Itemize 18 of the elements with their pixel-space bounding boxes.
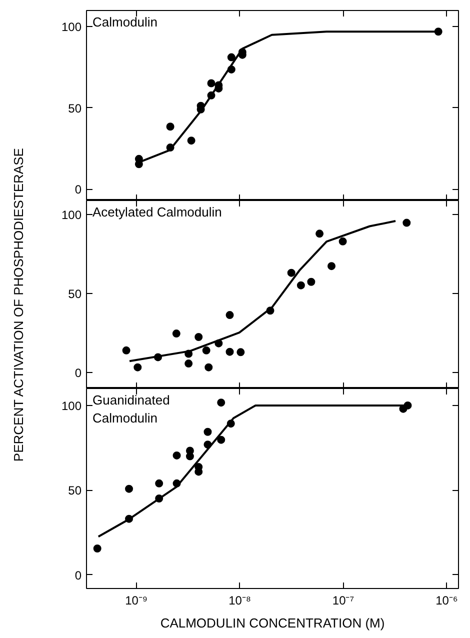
x-tick-label: 10⁻⁸ [228,594,251,608]
x-tick-label: 10⁻⁷ [332,594,354,608]
y-tick-label: 0 [74,568,82,582]
y-tick-label: 100 [61,20,82,34]
x-tick-label: 10⁻⁹ [125,594,148,608]
y-tick-label: 100 [61,398,82,413]
y-tick-label: 50 [68,287,82,302]
y-axis-title: PERCENT ACTIVATION OF PHOSPHODIESTERASE [11,148,26,462]
x-axis-title: CALMODULIN CONCENTRATION (M) [160,616,385,630]
y-tick-label: 100 [61,208,82,222]
x-tick-label: 10⁻⁶ [436,594,458,608]
y-tick-label: 50 [68,484,82,498]
chart-title: Acetylated Calmodulin [92,204,222,220]
y-tick-label: 50 [68,101,82,116]
y-tick-label: 0 [74,182,82,197]
y-tick-label: 0 [74,366,82,380]
text: Guanidinated Calmodulin [92,392,170,426]
chart-title: Calmodulin [92,14,158,30]
